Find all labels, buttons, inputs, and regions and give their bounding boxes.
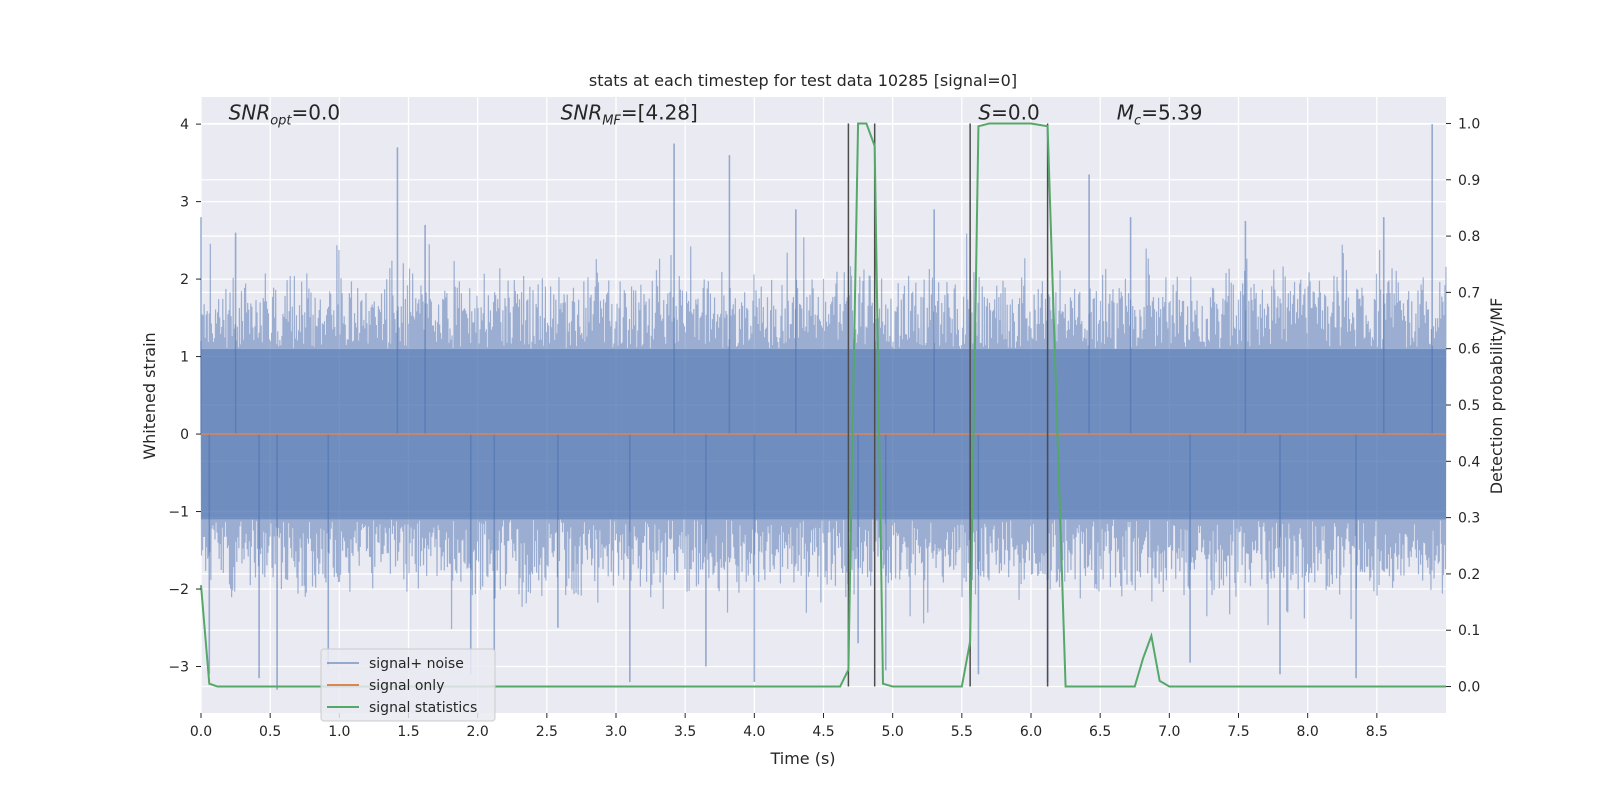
y-tick-label: 4	[180, 117, 189, 133]
y-right-tick-label: 1.0	[1458, 116, 1480, 132]
x-tick-label: 4.0	[743, 724, 765, 740]
legend-entry: signal statistics	[369, 700, 477, 716]
x-tick-label: 7.5	[1227, 724, 1249, 740]
x-tick-label: 8.0	[1297, 724, 1319, 740]
y-axis-right-label: Detection probability/MF	[1487, 298, 1506, 495]
x-tick-label: 2.0	[467, 724, 489, 740]
y-right-tick-label: 0.3	[1458, 511, 1480, 527]
series-signal-statistics	[200, 122, 1446, 688]
x-tick-label: 0.5	[259, 724, 281, 740]
x-tick-label: 6.5	[1089, 724, 1111, 740]
y-tick-label: 3	[180, 195, 189, 211]
noise-trace	[200, 233, 1447, 630]
y-right-tick-label: 0.9	[1458, 173, 1480, 189]
x-tick-label: 2.5	[536, 724, 558, 740]
y-axis-label: Whitened strain	[140, 332, 159, 459]
x-axis-label: Time (s)	[769, 749, 835, 768]
legend: signal+ noise signal only signal statistic…	[320, 648, 496, 722]
x-tick-label: 5.5	[951, 724, 973, 740]
x-tick-label: 7.0	[1158, 724, 1180, 740]
x-tick-label: 6.0	[1020, 724, 1042, 740]
legend-entry: signal only	[369, 678, 444, 694]
x-tick-label: 5.0	[882, 724, 904, 740]
legend-entry: signal+ noise	[369, 656, 464, 672]
y-right-tick-label: 0.4	[1458, 454, 1480, 470]
x-tick-label: 1.0	[328, 724, 350, 740]
y-right-tick-label: 0.6	[1458, 342, 1480, 358]
signal-statistics-line	[200, 122, 1446, 688]
y-right-tick-label: 0.0	[1458, 680, 1480, 696]
y-right-tick-label: 0.7	[1458, 285, 1480, 301]
annotation-text: SNRopt=0.0	[229, 100, 340, 128]
y-tick-label: 0	[180, 427, 189, 443]
annotation-text: Mc=5.39	[1117, 100, 1203, 128]
annotations: SNRopt=0.0 SNRMF=[4.28] S=0.0 Mc=5.39	[229, 100, 1203, 128]
x-tick-label: 8.5	[1366, 724, 1388, 740]
x-tick-label: 4.5	[812, 724, 834, 740]
y-right-tick-label: 0.5	[1458, 398, 1480, 414]
x-tick-label: 1.5	[397, 724, 419, 740]
x-tick-label: 3.0	[605, 724, 627, 740]
y-tick-label: 1	[180, 350, 189, 366]
chart-title: stats at each timestep for test data 102…	[589, 71, 1017, 90]
y-tick-label: −2	[168, 582, 189, 598]
y-right-tick-label: 0.1	[1458, 623, 1480, 639]
annotation-text: SNRMF=[4.28]	[561, 100, 698, 128]
x-tick-label: 3.5	[674, 724, 696, 740]
x-tick-label: 0.0	[190, 724, 212, 740]
y-tick-label: −1	[168, 505, 189, 521]
tick-labels: 0.0 0.5 1.0 1.5 2.0 2.5 3.0 3.5 4.0 4.5 5.0 5.5 6.0 6…	[168, 116, 1480, 740]
annotation-text: S=0.0	[978, 100, 1039, 124]
legend-box	[320, 648, 496, 722]
y-right-tick-label: 0.2	[1458, 567, 1480, 583]
y-tick-label: −3	[168, 660, 189, 676]
y-right-tick-label: 0.8	[1458, 229, 1480, 245]
y-tick-label: 2	[180, 272, 189, 288]
